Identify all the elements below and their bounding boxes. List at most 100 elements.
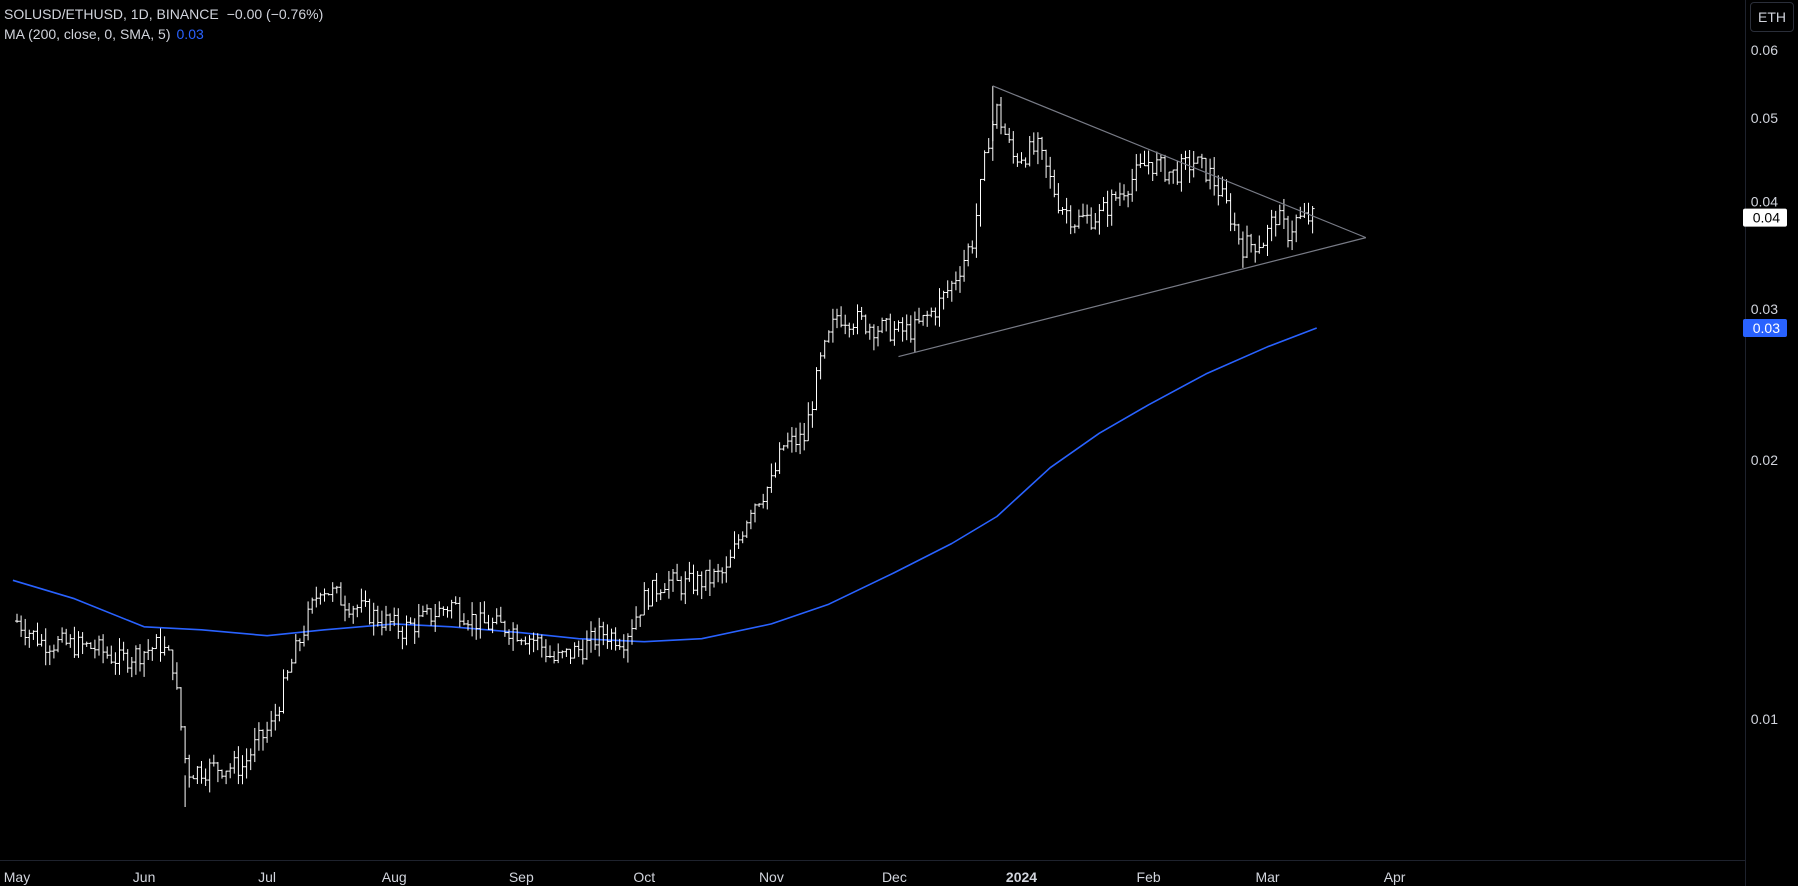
ohlc-bar [215,761,220,783]
ohlc-bar [757,503,762,508]
ohlc-bar [978,178,983,227]
ohlc-bar [1064,197,1069,224]
ohlc-bar [158,628,163,662]
time-axis-label: 2024 [1006,869,1037,885]
ohlc-bar [502,620,507,637]
ohlc-bar [732,531,737,559]
ohlc-bar [68,634,73,648]
ohlc-bar [195,766,200,785]
ohlc-bar [634,606,639,630]
ohlc-bar [490,617,495,634]
ohlc-bar [420,605,425,618]
ohlc-bar [1060,206,1065,215]
ohlc-bar [1052,169,1057,198]
ohlc-bar [281,669,286,714]
ohlc-bar [597,617,602,657]
ohlc-bar [941,290,946,310]
ma-price-value: 0.03 [1753,320,1780,336]
ohlc-bar [482,601,487,624]
ohlc-bar [1076,209,1081,229]
time-axis-label: Jul [258,869,276,885]
ohlc-bar [1236,223,1241,245]
ohlc-bar [806,402,811,442]
time-axis-separator [0,860,1745,861]
ohlc-bar [1105,190,1110,227]
ohlc-bar [306,601,311,641]
ohlc-bar [1158,154,1163,172]
ohlc-bar [154,634,159,650]
ohlc-bar [84,641,89,647]
ohlc-bar [548,645,552,658]
ohlc-bar [1269,209,1274,242]
ohlc-bar [15,613,19,623]
ohlc-bar [884,318,889,332]
ohlc-bar [392,607,397,627]
ohlc-bar [515,624,520,642]
ohlc-bar [1302,202,1307,219]
ohlc-bar [843,314,848,335]
ohlc-bar [203,768,208,786]
ohlc-bar [1216,175,1221,206]
ohlc-bar [19,615,24,637]
ohlc-bar [297,638,302,652]
ohlc-bar [1015,153,1020,167]
ohlc-bar [1286,215,1290,248]
ohlc-bar [433,603,438,632]
ohlc-bar [675,563,680,581]
ohlc-bar [1249,233,1254,253]
ohlc-bar [929,307,934,318]
ohlc-bar [1138,153,1143,169]
symbol-label[interactable]: SOLUSD/ETHUSD, 1D, BINANCE [4,6,219,22]
ohlc-bar [457,597,462,628]
ohlc-bar [986,138,991,154]
ohlc-bar [425,604,429,615]
ohlc-bar [265,721,270,743]
ohlc-bar [318,592,323,605]
ohlc-bar [703,569,708,591]
ohlc-bar [277,706,282,722]
ohlc-bar [441,606,446,616]
ohlc-bar [240,755,245,785]
ohlc-bar [691,564,696,595]
ohlc-bar [1142,150,1147,167]
ohlc-bar [1298,206,1303,220]
ohlc-bar [880,317,885,334]
ohlc-bar [1044,149,1049,178]
ohlc-bar [630,619,634,645]
ohlc-bar [109,645,114,664]
ohlc-bar [1040,136,1044,160]
ohlc-bar [449,599,454,619]
ohlc-bar [248,748,253,771]
ohlc-bar [994,103,999,129]
ohlc-bar [199,760,204,784]
ma-label[interactable]: MA (200, close, 0, SMA, 5) [4,26,171,42]
ohlc-bar [917,307,921,324]
time-axis-label: May [4,869,30,885]
ohlc-bar [1204,157,1208,183]
ohlc-bar [1035,132,1040,165]
ohlc-bar [707,559,712,597]
ohlc-bar [408,617,413,625]
ohlc-bar [302,625,306,647]
ohlc-bar [384,605,388,631]
ohlc-bar [560,650,565,659]
ohlc-bar [871,324,876,351]
ohlc-bar [687,561,692,582]
ohlc-bar [1290,220,1295,251]
ohlc-bar [1228,193,1233,232]
ohlc-bar [847,322,852,338]
currency-unit-button[interactable]: ETH [1750,2,1794,32]
price-axis-label: 0.04 [1751,193,1778,209]
ohlc-bar [338,582,343,606]
ohlc-bar [953,271,958,291]
price-change: −0.00 (−0.76%) [226,6,324,22]
ohlc-bar [539,634,544,658]
ohlc-bar [859,306,864,320]
ohlc-bar [474,613,479,640]
ohlc-bar [1265,224,1270,257]
ohlc-bar [822,339,827,359]
ohlc-bar [1089,207,1094,230]
ohlc-bar [379,610,384,636]
ohlc-bar [31,630,36,640]
